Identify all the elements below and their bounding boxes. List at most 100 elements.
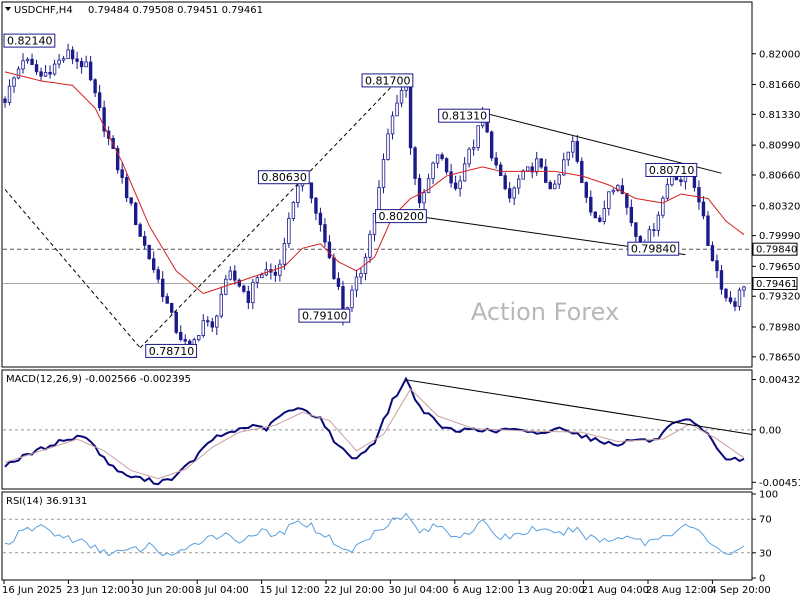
candle-body [544, 166, 548, 183]
candle-body [489, 131, 494, 159]
macd-line [4, 376, 745, 486]
candle-body [156, 269, 160, 280]
candle-body [120, 169, 124, 178]
candle-body [359, 273, 363, 278]
candle-body [210, 321, 214, 328]
candle-body [350, 289, 354, 309]
candle-body [399, 90, 404, 104]
macd-axis-label: 0.00 [759, 425, 781, 436]
price-axis-label: 0.80320 [759, 201, 800, 212]
candle-body [129, 197, 133, 204]
time-axis-label: 13 Aug 20:00 [517, 585, 584, 596]
trendline [139, 80, 398, 349]
candle-body [291, 202, 296, 219]
candle-body [228, 270, 233, 280]
time-axis-label: 8 Jul 04:00 [195, 585, 249, 596]
candle-body [476, 125, 480, 148]
candle-body [449, 171, 453, 184]
time-axis-label: 15 Jul 12:00 [260, 585, 320, 596]
candle-body [124, 177, 129, 199]
candle-body [728, 297, 733, 303]
header-symbol: USDCHF,H4 [14, 5, 73, 16]
candle-body [3, 98, 7, 103]
candle-body [57, 59, 61, 65]
swing-label-box [3, 33, 56, 48]
macd-axis-label: 0.004325 [759, 375, 800, 386]
candle-body [562, 159, 566, 176]
candle-body [93, 79, 97, 94]
candle-body [75, 58, 79, 62]
price-series-layer: 0.82140 0.78710 0.80630 0.79100 0.81700 0.802… [3, 33, 752, 358]
swing-label-box [645, 162, 698, 177]
candle-body [323, 224, 327, 243]
candle-body [580, 160, 584, 183]
candle-body [426, 178, 431, 194]
swing-label: 0.78710 [149, 345, 195, 358]
price-axis-label: 0.80660 [759, 171, 800, 182]
moving-average-line [4, 71, 745, 295]
rsi-line [4, 512, 745, 557]
candle-body [309, 182, 314, 199]
candle-body [102, 107, 106, 132]
candle-body [634, 222, 638, 237]
candle-body [70, 49, 75, 60]
candle-body [625, 193, 629, 208]
candle-body [697, 187, 701, 203]
price-axis-label: 0.78650 [759, 352, 800, 363]
candle-body [174, 311, 178, 333]
rsi-axis-label: 100 [759, 490, 778, 501]
candle-body [170, 302, 174, 313]
candle-body [435, 154, 440, 164]
candle-body [512, 187, 516, 199]
macd-signal-line [4, 388, 745, 480]
candle-body [48, 71, 52, 75]
candle-body [161, 278, 165, 297]
price-axis-label: 0.80990 [759, 141, 800, 152]
swing-label-box [438, 108, 490, 123]
swing-label-box [298, 308, 351, 323]
candle-body [381, 159, 386, 188]
candle-body [25, 58, 30, 62]
macd-axis-label: -0.004511 [759, 478, 800, 489]
candle-body [665, 184, 670, 199]
candle-body [336, 278, 341, 287]
candle-body [386, 133, 390, 160]
candle-body [566, 151, 570, 161]
swing-label: 0.80630 [261, 171, 307, 184]
candle-body [142, 236, 147, 246]
swing-label-box [375, 209, 427, 224]
candle-body [498, 164, 503, 177]
time-axis-label: 23 Jun 12:00 [66, 585, 130, 596]
price-axis-label: 0.79990 [759, 231, 800, 242]
candle-body [507, 188, 512, 199]
candle-body [652, 229, 656, 231]
candle-body [30, 58, 34, 65]
candle-body [593, 211, 597, 219]
candle-body [179, 332, 183, 340]
swing-label: 0.82140 [7, 35, 53, 48]
swing-label-box [361, 73, 414, 88]
candle-body [444, 158, 449, 173]
candle-body [215, 315, 219, 328]
rsi-axis-label: 70 [759, 515, 772, 526]
collapse-triangle-icon [5, 7, 11, 11]
candle-body [661, 197, 665, 216]
candle-body [197, 335, 201, 341]
price-axis-label: 0.82000 [759, 49, 800, 60]
candle-body [656, 214, 661, 231]
candle-body [314, 197, 318, 214]
axis-layer: 0.82000 0.81660 0.81330 0.80990 0.80660 0.803… [2, 49, 800, 596]
macd-trendline [405, 379, 753, 436]
price-axis-label: 0.79320 [759, 292, 800, 303]
macd-series-layer [3, 376, 753, 486]
candle-body [453, 182, 458, 189]
candle-body [133, 202, 138, 226]
time-axis-label: 28 Aug 12:00 [646, 585, 713, 596]
candle-body [201, 320, 205, 336]
candle-body [467, 148, 471, 165]
candle-body [21, 60, 25, 70]
candle-body [372, 213, 377, 235]
candle-body [440, 154, 444, 160]
candle-body [471, 147, 476, 150]
